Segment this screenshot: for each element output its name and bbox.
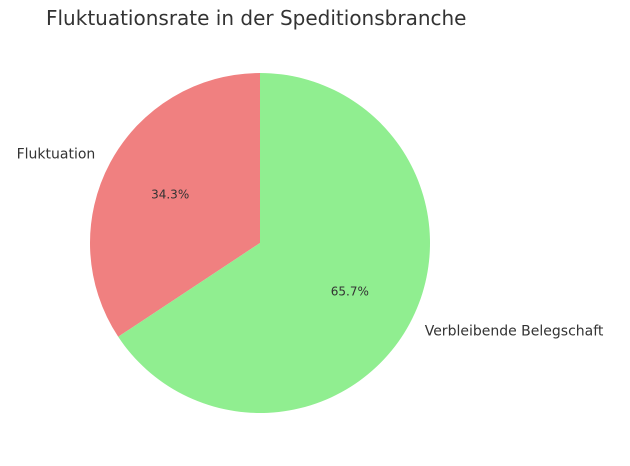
chart-title: Fluktuationsrate in der Speditionsbranch… <box>46 6 467 30</box>
pie-slice-0 <box>90 73 260 337</box>
pie-category-label-0: Fluktuation <box>17 146 96 162</box>
pie-slice-1 <box>118 73 430 413</box>
pie-percent-label-0: 34.3% <box>151 188 189 202</box>
pie-category-label-1: Verbleibende Belegschaft <box>425 324 604 340</box>
pie-percent-label-1: 65.7% <box>331 284 369 298</box>
